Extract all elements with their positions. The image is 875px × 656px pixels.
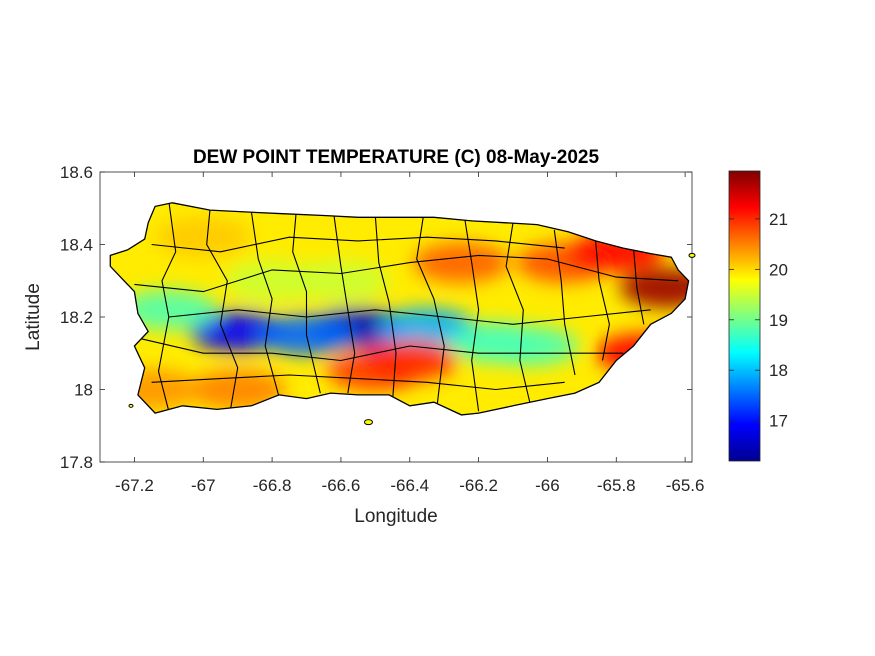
x-axis-label: Longitude xyxy=(354,506,437,527)
field-cell-8 xyxy=(292,260,389,301)
x-tick-label-0: -67.2 xyxy=(115,476,154,495)
colorbar-tick-label-4: 21 xyxy=(769,210,788,229)
colorbar-tick-label-1: 18 xyxy=(769,361,788,380)
y-tick-label-1: 18 xyxy=(74,381,93,400)
islet-2 xyxy=(128,403,134,408)
x-tick-label-6: -66 xyxy=(535,476,560,495)
x-tick-label-2: -66.8 xyxy=(253,476,292,495)
field-cell-6 xyxy=(120,289,217,330)
municipality-line-3 xyxy=(292,211,321,394)
municipality-line-0 xyxy=(157,202,177,412)
municipality-line-4 xyxy=(333,215,356,394)
colorbar-tick-label-2: 19 xyxy=(769,311,788,330)
municipality-boundaries xyxy=(134,202,679,412)
municipality-line-2 xyxy=(250,211,280,397)
islet-1 xyxy=(688,252,696,258)
municipality-line-13 xyxy=(141,338,624,362)
municipality-line-8 xyxy=(505,222,531,405)
x-tick-label-4: -66.4 xyxy=(390,476,429,495)
x-tick-label-5: -66.2 xyxy=(459,476,498,495)
colorbar-tick-label-3: 20 xyxy=(769,260,788,279)
municipality-line-10 xyxy=(595,240,610,361)
y-axis-label: Latitude xyxy=(23,283,44,351)
islet-0 xyxy=(363,419,373,426)
x-tick-label-1: -67 xyxy=(191,476,216,495)
colorbar xyxy=(728,170,761,462)
municipality-line-9 xyxy=(553,229,576,376)
municipality-line-1 xyxy=(206,208,239,408)
field-cell-15 xyxy=(619,268,689,308)
municipality-line-7 xyxy=(464,219,480,412)
map-title: DEW POINT TEMPERATURE (C) 08-May-2025 xyxy=(193,147,600,168)
field-cell-5 xyxy=(482,326,579,366)
municipality-line-12 xyxy=(134,254,679,293)
field-cell-12 xyxy=(413,242,510,283)
field-cell-9 xyxy=(155,217,252,258)
colorbar-ticks: 17 18 19 20 21 xyxy=(729,210,788,431)
municipality-line-15 xyxy=(168,309,651,325)
x-tick-label-7: -65.8 xyxy=(597,476,636,495)
x-tick-label-8: -65.6 xyxy=(666,476,705,495)
x-tick-label-3: -66.6 xyxy=(322,476,361,495)
colorbar-tick-label-0: 17 xyxy=(769,412,788,431)
municipality-line-14 xyxy=(151,236,565,253)
x-axis: -67.2 -67 -66.8 -66.6 -66.4 -66.2 -66 -65.8 -65.… xyxy=(115,172,704,495)
municipality-line-5 xyxy=(374,215,397,401)
coastline xyxy=(109,202,690,416)
municipality-line-6 xyxy=(416,215,445,405)
y-tick-label-0: 17.8 xyxy=(60,453,93,472)
municipality-line-11 xyxy=(632,248,645,325)
y-tick-label-3: 18.4 xyxy=(60,236,93,255)
municipality-line-16 xyxy=(151,374,565,391)
offshore-islets xyxy=(128,252,696,426)
y-tick-label-2: 18.2 xyxy=(60,308,93,327)
y-tick-label-4: 18.6 xyxy=(60,163,93,182)
y-axis: 17.8 18 18.2 18.4 18.6 xyxy=(60,163,692,472)
